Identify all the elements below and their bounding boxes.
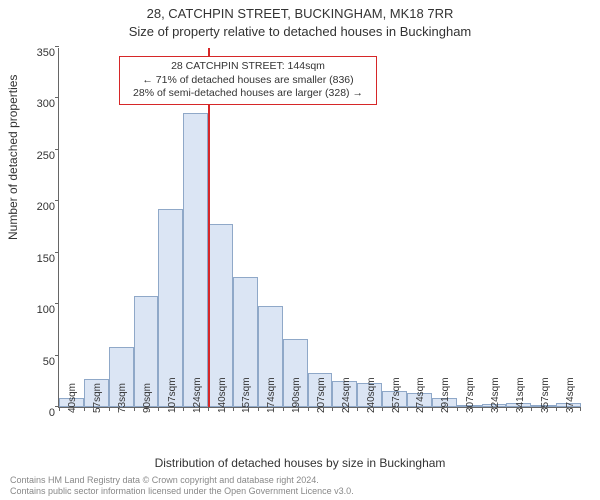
x-tick-label: 140sqm bbox=[217, 377, 228, 413]
y-axis-label: Number of detached properties bbox=[6, 75, 20, 240]
x-axis-label: Distribution of detached houses by size … bbox=[0, 456, 600, 470]
chart-container: 28, CATCHPIN STREET, BUCKINGHAM, MK18 7R… bbox=[0, 0, 600, 500]
x-tick-label: 57sqm bbox=[92, 383, 103, 413]
y-tick-mark bbox=[55, 149, 59, 150]
x-tick-mark bbox=[432, 407, 433, 411]
y-tick-label: 200 bbox=[21, 201, 55, 213]
x-tick-label: 107sqm bbox=[167, 377, 178, 413]
x-tick-mark bbox=[109, 407, 110, 411]
y-tick-label: 100 bbox=[21, 304, 55, 316]
footer-line2: Contains public sector information licen… bbox=[10, 486, 354, 497]
x-tick-label: 224sqm bbox=[341, 377, 352, 413]
x-tick-label: 274sqm bbox=[415, 377, 426, 413]
x-tick-mark bbox=[357, 407, 358, 411]
x-tick-label: 40sqm bbox=[67, 383, 78, 413]
x-tick-mark bbox=[556, 407, 557, 411]
x-tick-mark bbox=[59, 407, 60, 411]
annotation-box: 28 CATCHPIN STREET: 144sqm← 71% of detac… bbox=[119, 56, 377, 105]
x-tick-mark bbox=[84, 407, 85, 411]
x-tick-label: 257sqm bbox=[391, 377, 402, 413]
x-tick-mark bbox=[506, 407, 507, 411]
x-tick-mark bbox=[134, 407, 135, 411]
annotation-line: ← 71% of detached houses are smaller (83… bbox=[126, 74, 370, 88]
annotation-line: 28% of semi-detached houses are larger (… bbox=[126, 87, 370, 101]
x-tick-mark bbox=[382, 407, 383, 411]
x-tick-mark bbox=[183, 407, 184, 411]
x-tick-mark bbox=[332, 407, 333, 411]
x-tick-label: 357sqm bbox=[540, 377, 551, 413]
x-tick-mark bbox=[283, 407, 284, 411]
y-tick-mark bbox=[55, 97, 59, 98]
annotation-line: 28 CATCHPIN STREET: 144sqm bbox=[126, 60, 370, 74]
x-tick-label: 307sqm bbox=[465, 377, 476, 413]
x-tick-mark bbox=[308, 407, 309, 411]
x-tick-mark bbox=[208, 407, 209, 411]
y-tick-label: 0 bbox=[21, 407, 55, 419]
x-tick-label: 374sqm bbox=[565, 377, 576, 413]
x-tick-label: 174sqm bbox=[266, 377, 277, 413]
chart-title-line1: 28, CATCHPIN STREET, BUCKINGHAM, MK18 7R… bbox=[0, 6, 600, 21]
footer-attribution: Contains HM Land Registry data © Crown c… bbox=[10, 475, 354, 497]
y-tick-label: 350 bbox=[21, 47, 55, 59]
chart-title-line2: Size of property relative to detached ho… bbox=[0, 24, 600, 39]
x-tick-label: 157sqm bbox=[241, 377, 252, 413]
plot-area: 05010015020025030035040sqm57sqm73sqm90sq… bbox=[58, 48, 580, 408]
x-tick-label: 73sqm bbox=[117, 383, 128, 413]
x-tick-mark bbox=[233, 407, 234, 411]
x-tick-label: 124sqm bbox=[192, 377, 203, 413]
x-tick-mark bbox=[258, 407, 259, 411]
x-tick-label: 190sqm bbox=[291, 377, 302, 413]
x-tick-label: 341sqm bbox=[515, 377, 526, 413]
x-tick-label: 324sqm bbox=[490, 377, 501, 413]
x-tick-mark bbox=[580, 407, 581, 411]
histogram-bar bbox=[183, 113, 208, 407]
y-tick-mark bbox=[55, 46, 59, 47]
y-tick-mark bbox=[55, 355, 59, 356]
x-tick-mark bbox=[457, 407, 458, 411]
y-tick-mark bbox=[55, 200, 59, 201]
y-tick-label: 150 bbox=[21, 253, 55, 265]
x-tick-label: 207sqm bbox=[316, 377, 327, 413]
x-tick-mark bbox=[407, 407, 408, 411]
y-tick-label: 250 bbox=[21, 150, 55, 162]
x-tick-mark bbox=[531, 407, 532, 411]
footer-line1: Contains HM Land Registry data © Crown c… bbox=[10, 475, 354, 486]
x-tick-mark bbox=[158, 407, 159, 411]
x-tick-mark bbox=[482, 407, 483, 411]
y-tick-mark bbox=[55, 252, 59, 253]
x-tick-label: 291sqm bbox=[440, 377, 451, 413]
y-tick-label: 50 bbox=[21, 356, 55, 368]
x-tick-label: 240sqm bbox=[366, 377, 377, 413]
y-tick-mark bbox=[55, 303, 59, 304]
y-tick-label: 300 bbox=[21, 98, 55, 110]
x-tick-label: 90sqm bbox=[142, 383, 153, 413]
